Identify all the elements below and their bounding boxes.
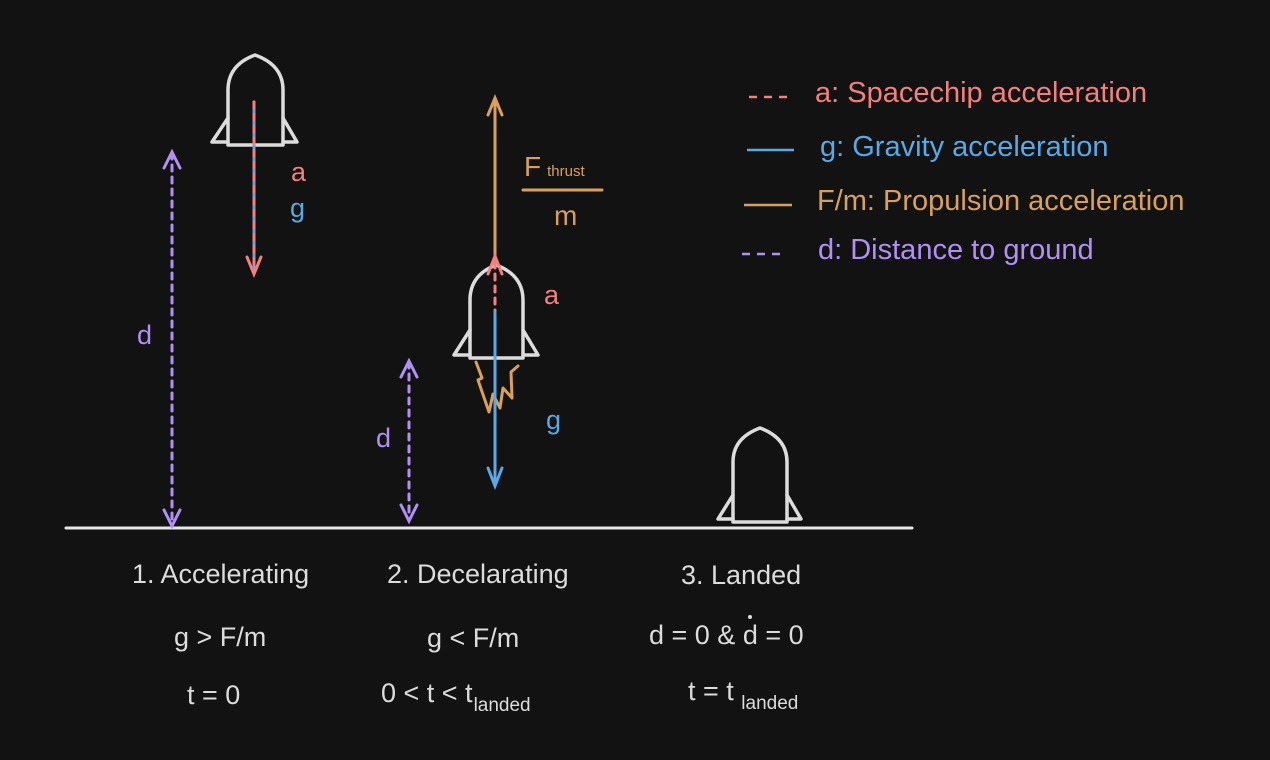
- scene1-time: t = 0: [187, 680, 241, 710]
- scene2-time: 0 < t < tlanded: [381, 678, 531, 716]
- distance-arrow: [162, 148, 182, 530]
- scene3-time-subscript: landed: [741, 693, 799, 714]
- distance-arrow: [399, 357, 419, 525]
- scene1-condition: g > F/m: [174, 622, 267, 652]
- scene1-distance-label: d: [137, 320, 153, 350]
- scene2-condition: g < F/m: [427, 623, 520, 653]
- scene1-acceleration-label: a: [291, 157, 307, 187]
- acceleration-arrow: [245, 100, 263, 278]
- scene1-gravity-label: g: [290, 193, 306, 223]
- scene3-time: t = t landed: [688, 676, 798, 714]
- gravity-arrow: [486, 310, 504, 491]
- scene2-time-subscript: landed: [473, 695, 531, 716]
- thrust-force-symbol: F: [524, 151, 542, 182]
- scene2-gravity-label: g: [546, 405, 562, 435]
- legend-label-acceleration: a: Spacechip acceleration: [815, 77, 1148, 109]
- rocket-icon: [210, 53, 299, 147]
- thrust-arrow: [486, 94, 504, 264]
- legend-label-distance: d: Distance to ground: [818, 234, 1094, 266]
- scene2-acceleration-label: a: [544, 280, 560, 310]
- thrust-force-subscript: thrust: [547, 163, 585, 180]
- scene2-time-text: 0 < t < t: [381, 678, 473, 708]
- scene3-condition-prefix: d = 0 &: [649, 620, 743, 650]
- legend-label-gravity: g: Gravity acceleration: [820, 131, 1109, 163]
- scene2-title: 2. Decelarating: [387, 559, 569, 589]
- legend-label-propulsion: F/m: Propulsion acceleration: [817, 185, 1185, 217]
- rocket-icon: [716, 426, 803, 524]
- scene2-distance-label: d: [376, 423, 392, 453]
- scene3-condition-suffix: = 0: [757, 620, 804, 650]
- mass-label: m: [554, 200, 578, 231]
- acceleration-arrow: [486, 251, 504, 314]
- flame-icon: [474, 360, 520, 414]
- distance-derivative-symbol: d: [742, 615, 758, 650]
- scene3-condition: d = 0 & d = 0: [649, 615, 804, 650]
- scene3-time-text: t = t: [688, 676, 742, 706]
- scene1-title: 1. Accelerating: [132, 559, 310, 589]
- scene3-title: 3. Landed: [681, 560, 802, 590]
